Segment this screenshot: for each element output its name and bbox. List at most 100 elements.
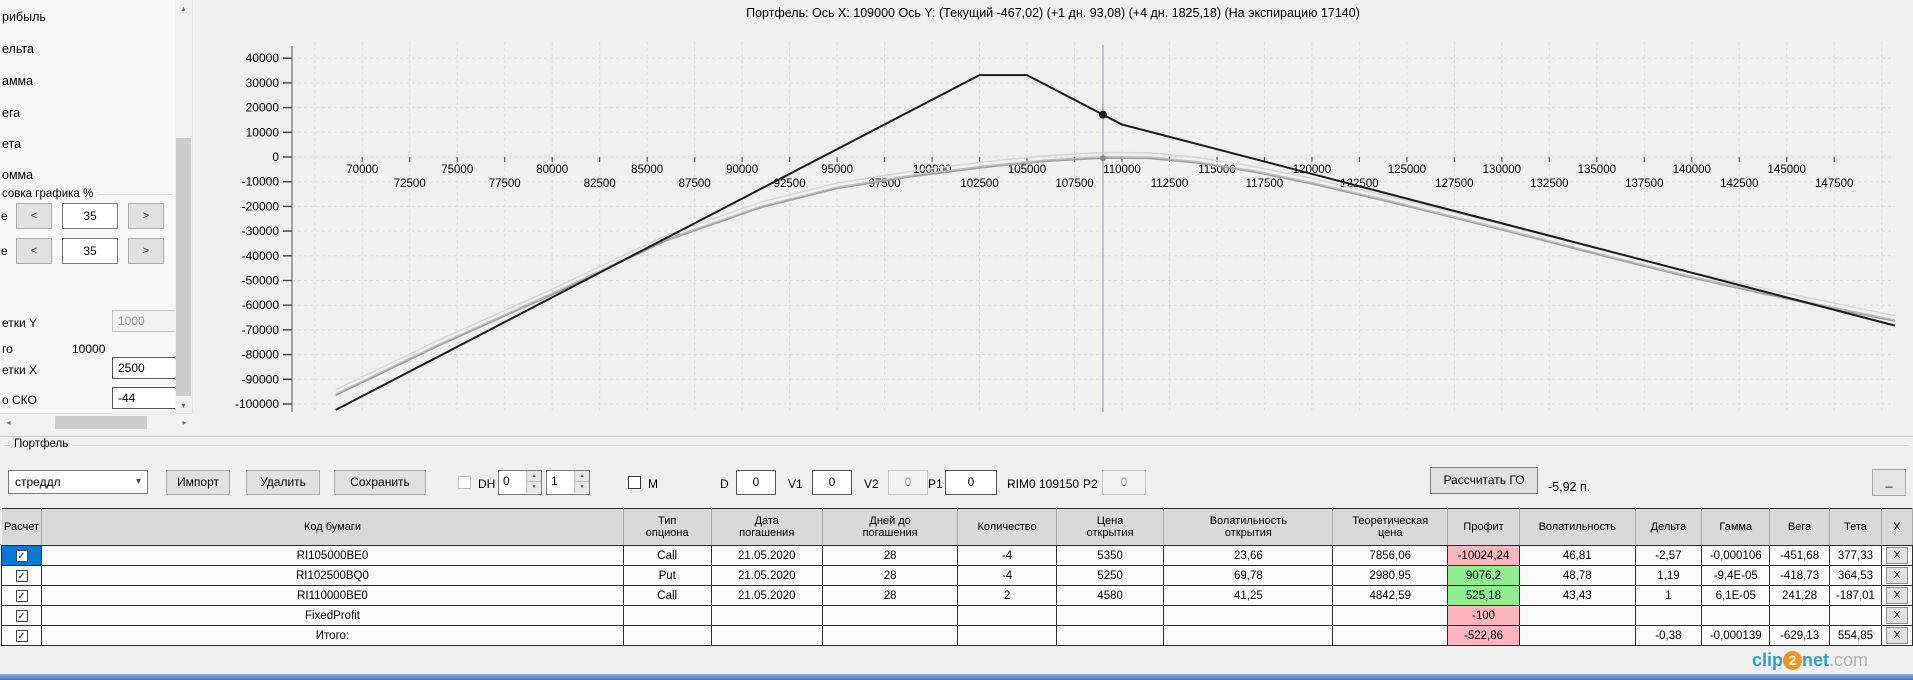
y-tick-label: -10000 <box>242 175 280 189</box>
m-checkbox[interactable] <box>628 476 641 489</box>
vertical-scroll-thumb[interactable] <box>176 138 191 396</box>
p1-input[interactable]: 0 <box>945 470 997 495</box>
x-tick-label: 102500 <box>960 178 998 190</box>
scale-2-value[interactable]: 35 <box>62 238 118 264</box>
import-button[interactable]: Импорт <box>166 470 230 495</box>
row-close-cell: X <box>1880 565 1913 586</box>
table-cell: RI105000BE0 <box>41 545 624 566</box>
calc-checkbox-cell[interactable]: ✓ <box>1 585 42 606</box>
row-close-button[interactable]: X <box>1885 627 1908 644</box>
scale-2-increase-button[interactable]: > <box>128 238 164 264</box>
spinner-2[interactable]: 1 ▲ ▼ <box>546 470 590 495</box>
table-cell: 4842,59 <box>1332 585 1449 606</box>
sko-input[interactable]: -44 <box>112 387 178 409</box>
scroll-right-icon[interactable]: ▸ <box>182 418 187 427</box>
calc-checkbox-cell[interactable]: ✓ <box>1 605 42 626</box>
column-header[interactable]: Гамма <box>1701 508 1771 546</box>
row-close-cell: X <box>1880 585 1913 606</box>
v1-input[interactable]: 0 <box>812 470 852 495</box>
y-tick-label: 20000 <box>246 101 280 115</box>
row-close-button[interactable]: X <box>1885 607 1908 624</box>
x-tick-label: 80000 <box>536 164 568 176</box>
scale-1-value[interactable]: 35 <box>62 203 118 229</box>
calc-checkbox-cell[interactable]: ✓ <box>1 565 42 586</box>
column-header[interactable]: Тета <box>1829 508 1882 546</box>
y-tick-label: -90000 <box>242 372 280 386</box>
row-close-button[interactable]: X <box>1885 567 1908 584</box>
spinner-up-icon[interactable]: ▲ <box>526 471 541 482</box>
table-cell <box>1518 605 1636 626</box>
column-header[interactable]: X <box>1880 508 1913 546</box>
column-header[interactable]: Дней до погашения <box>821 508 959 546</box>
column-header[interactable]: Расчет <box>1 508 42 546</box>
d-input[interactable]: 0 <box>736 470 776 495</box>
row-close-cell: X <box>1880 605 1913 626</box>
p2-input: 0 <box>1102 470 1146 495</box>
column-header[interactable]: Цена открытия <box>1055 508 1165 546</box>
portfolio-select[interactable]: стреддл ▾ <box>8 470 148 494</box>
column-header[interactable]: Волатильность открытия <box>1163 508 1334 546</box>
spinner-1[interactable]: 0 ▲ ▼ <box>498 470 542 495</box>
spinner-1-value: 0 <box>503 474 510 488</box>
calc-checkbox[interactable]: ✓ <box>15 569 28 582</box>
row-close-button[interactable]: X <box>1885 587 1908 604</box>
table-cell: 9076,2 <box>1447 565 1520 586</box>
column-header[interactable]: Теоретическая цена <box>1332 508 1449 546</box>
column-header[interactable]: Дельта <box>1634 508 1703 546</box>
sidebar-vertical-scrollbar[interactable]: ▴ ▾ <box>175 0 192 414</box>
calc-checkbox[interactable]: ✓ <box>15 629 28 642</box>
chart-mode-item[interactable]: амма <box>2 74 34 88</box>
spinner-up-icon[interactable]: ▲ <box>574 471 589 482</box>
horizontal-scroll-thumb[interactable] <box>55 416 147 429</box>
chart-mode-item[interactable]: ета <box>2 137 22 151</box>
column-header[interactable]: Профит <box>1447 508 1520 546</box>
chart-mode-item[interactable]: омма <box>2 168 34 182</box>
scroll-down-icon[interactable]: ▾ <box>181 401 186 410</box>
spinner-down-icon[interactable]: ▼ <box>526 482 541 493</box>
delete-button[interactable]: Удалить <box>246 470 320 495</box>
v1-label: V1 <box>788 477 803 491</box>
table-cell: -4 <box>957 545 1057 566</box>
column-header[interactable]: Тип опциона <box>622 508 712 546</box>
calculate-go-button[interactable]: Рассчитать ГО <box>1430 467 1538 494</box>
scale-1-increase-button[interactable]: > <box>128 203 164 229</box>
table-cell <box>1518 625 1636 646</box>
column-header[interactable]: Вега <box>1769 508 1831 546</box>
chevron-down-icon: ▾ <box>135 476 141 487</box>
x-tick-label: 117500 <box>1246 178 1284 190</box>
sidebar-horizontal-scrollbar[interactable]: ◂ ▸ <box>0 413 193 431</box>
calc-checkbox[interactable]: ✓ <box>15 549 28 562</box>
table-cell: -187,01 <box>1829 585 1882 606</box>
table-cell: Put <box>622 565 712 586</box>
calc-checkbox[interactable]: ✓ <box>15 609 28 622</box>
spinner-down-icon[interactable]: ▼ <box>574 482 589 493</box>
table-cell: 48,78 <box>1518 565 1636 586</box>
scale-2-decrease-button[interactable]: < <box>16 238 52 264</box>
chart-mode-item[interactable]: ельта <box>2 42 34 56</box>
scroll-left-icon[interactable]: ◂ <box>6 418 11 427</box>
calc-checkbox-cell[interactable]: ✓ <box>1 625 42 646</box>
table-row: ✓ RI110000BE0 Call 21.05.2020 28 2 4580 41,25 48… <box>1 585 1913 606</box>
dh-checkbox[interactable] <box>458 476 471 489</box>
column-header[interactable]: Количество <box>957 508 1057 546</box>
calc-checkbox[interactable]: ✓ <box>15 589 28 602</box>
scroll-up-icon[interactable]: ▴ <box>181 4 186 13</box>
column-header[interactable]: Код бумаги <box>41 508 624 546</box>
column-header[interactable]: Волатильность <box>1518 508 1636 546</box>
m-checkbox-label: M <box>648 477 658 491</box>
save-button[interactable]: Сохранить <box>334 470 426 495</box>
spinner-2-arrows[interactable]: ▲ ▼ <box>574 471 589 494</box>
column-header[interactable]: Дата погашения <box>710 508 823 546</box>
clip2net-watermark: clip 2 net.com <box>1752 650 1868 671</box>
chart-mode-item[interactable]: рибыль <box>2 10 46 24</box>
chart-mode-item[interactable]: ега <box>2 106 21 120</box>
row-close-button[interactable]: X <box>1885 547 1908 564</box>
graph-scale-row-2-label: е <box>1 244 8 258</box>
calc-checkbox-cell[interactable]: ✓ <box>1 545 42 566</box>
spinner-1-arrows[interactable]: ▲ ▼ <box>526 471 541 494</box>
x-tick-label: 135000 <box>1578 164 1616 176</box>
scale-1-decrease-button[interactable]: < <box>16 203 52 229</box>
payoff-chart: -100000-90000-80000-70000-60000-50000-40… <box>235 42 1896 412</box>
table-cell <box>821 625 959 646</box>
minimize-button[interactable]: _ <box>1872 469 1906 496</box>
